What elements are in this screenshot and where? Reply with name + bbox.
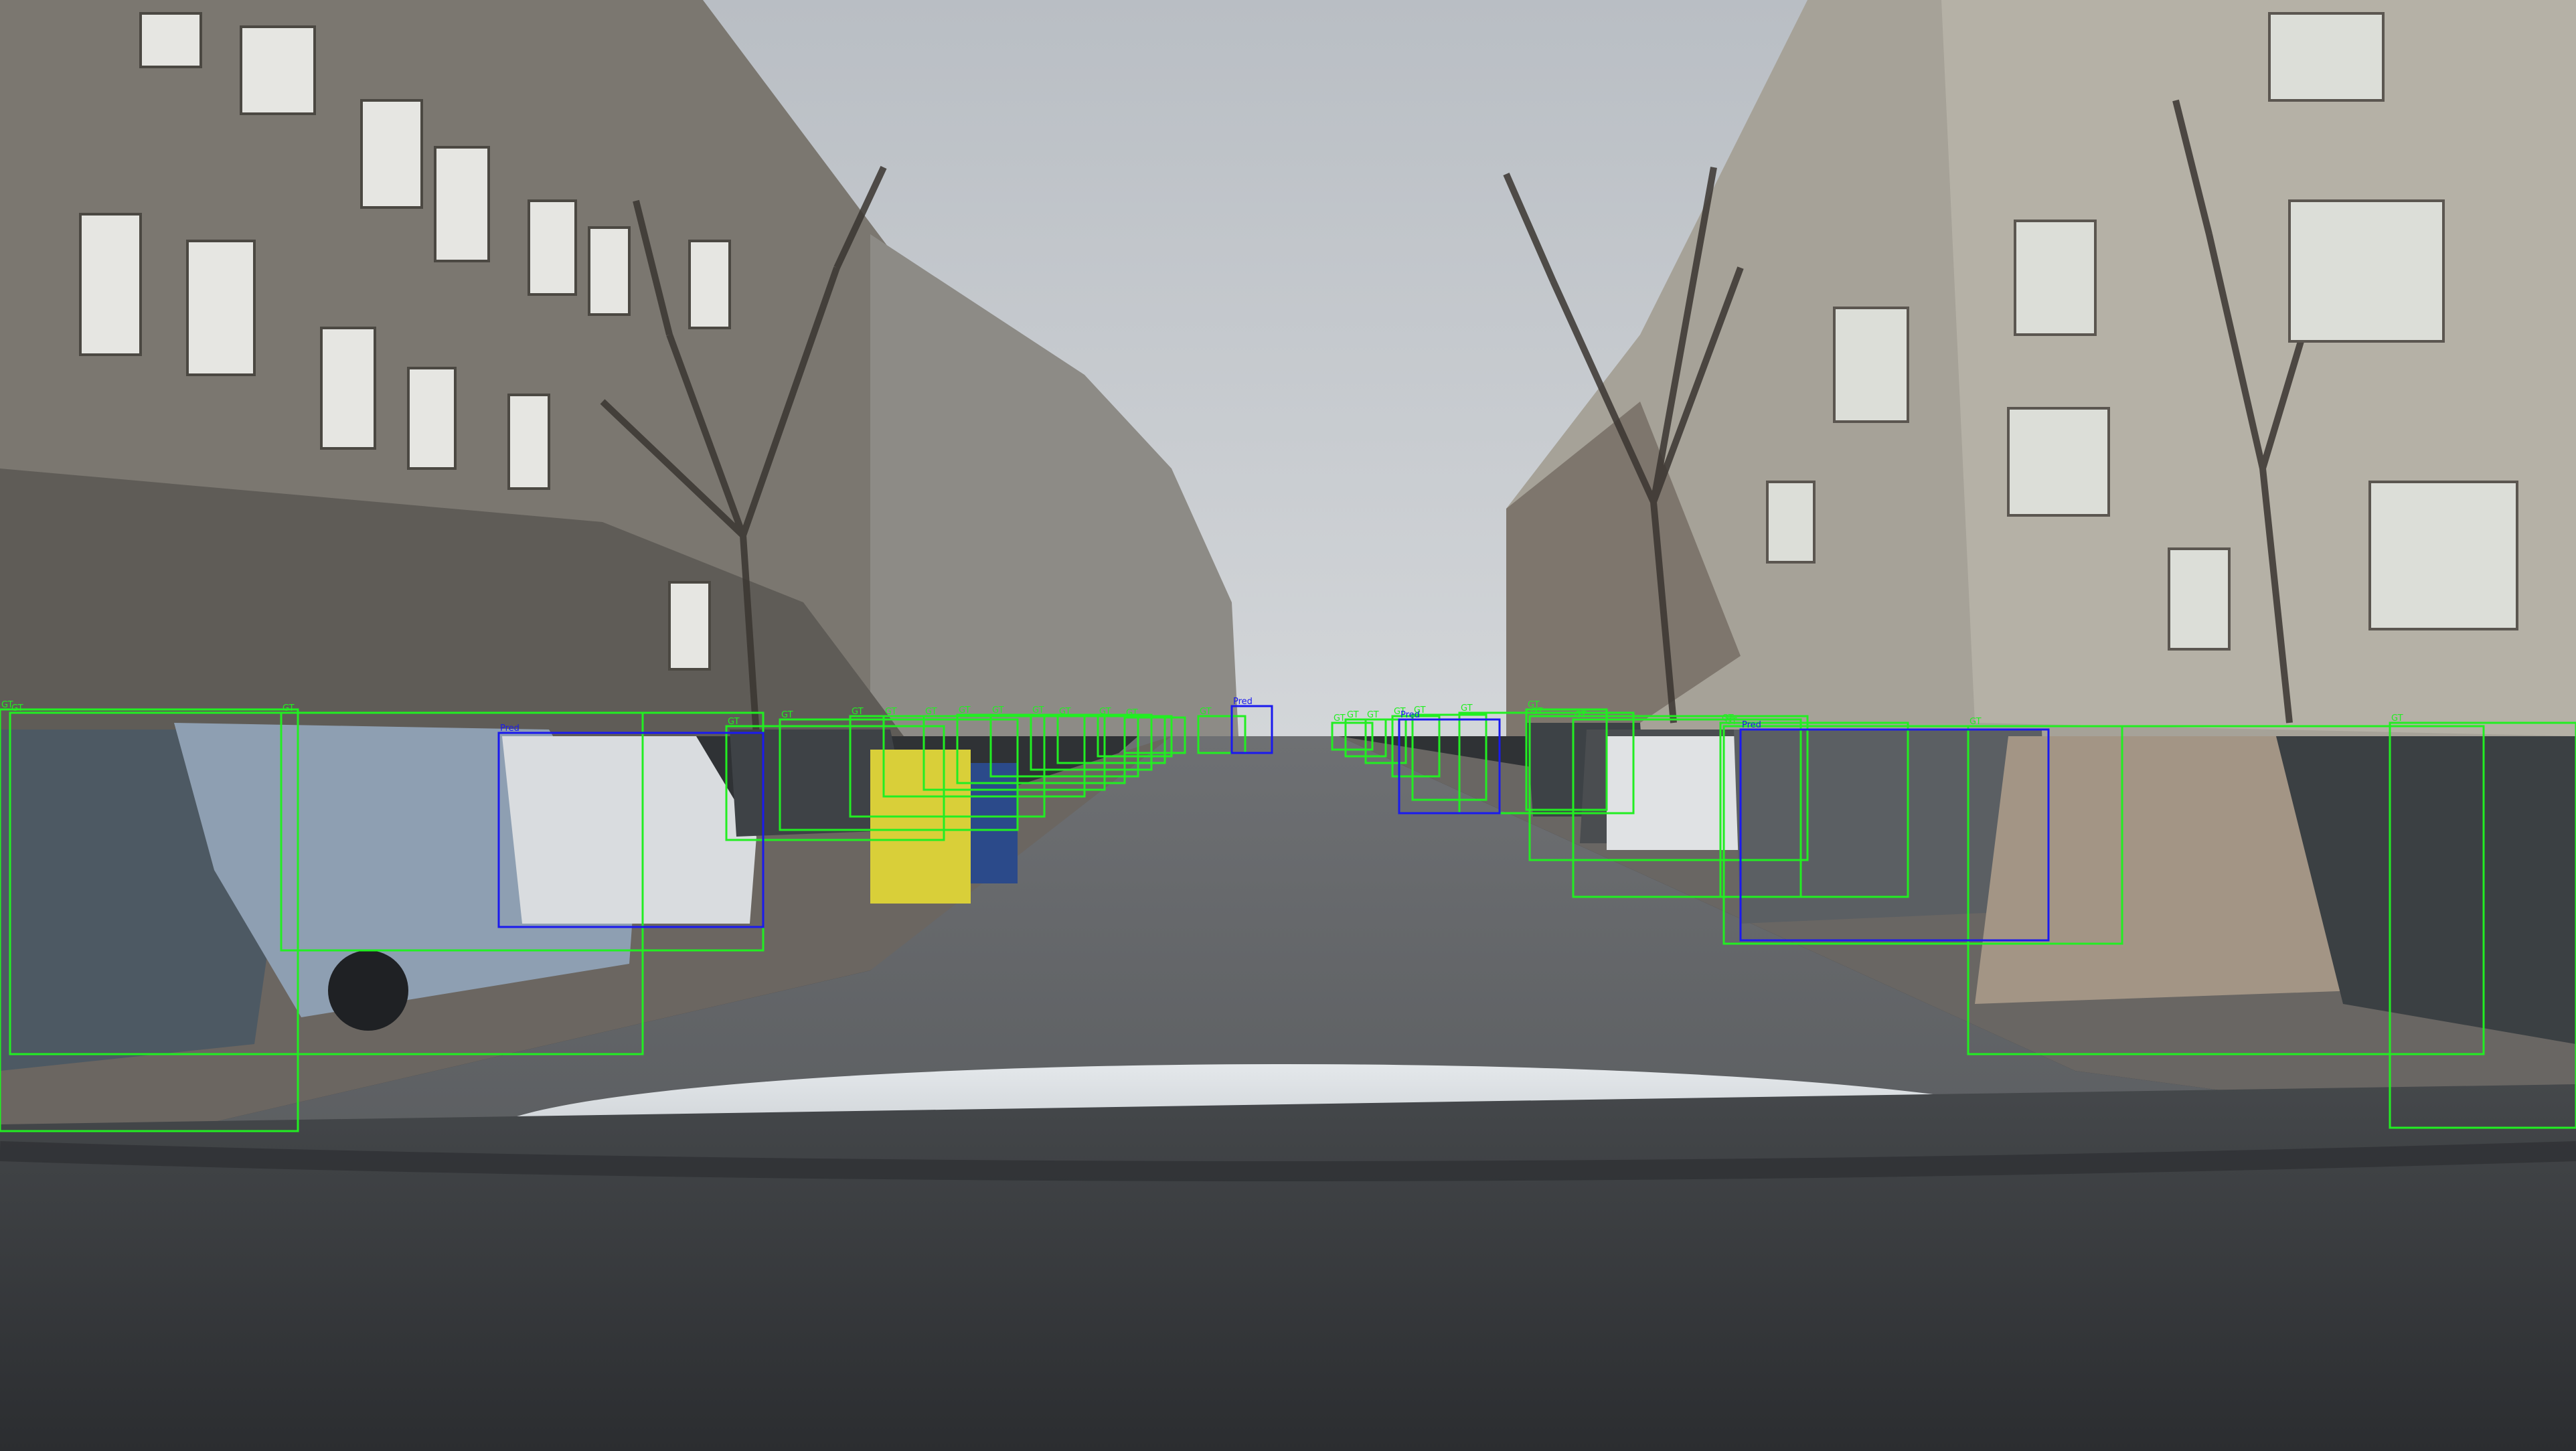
dashboard — [0, 1084, 2576, 1451]
right-building-dark — [1506, 402, 1741, 736]
right-windows — [1766, 12, 2518, 651]
left-building-far — [870, 234, 1238, 736]
left-windows — [79, 12, 731, 671]
